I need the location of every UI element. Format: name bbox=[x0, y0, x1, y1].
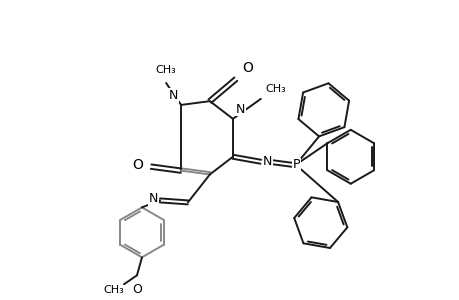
Text: N: N bbox=[168, 89, 178, 102]
Text: P: P bbox=[292, 158, 300, 171]
Text: O: O bbox=[241, 61, 252, 75]
Text: N: N bbox=[148, 192, 157, 205]
Text: N: N bbox=[262, 155, 272, 168]
Text: O: O bbox=[132, 158, 143, 172]
Text: CH₃: CH₃ bbox=[265, 84, 286, 94]
Text: CH₃: CH₃ bbox=[156, 65, 176, 75]
Text: CH₃: CH₃ bbox=[103, 285, 124, 295]
Text: O: O bbox=[132, 283, 142, 296]
Text: N: N bbox=[235, 103, 245, 116]
